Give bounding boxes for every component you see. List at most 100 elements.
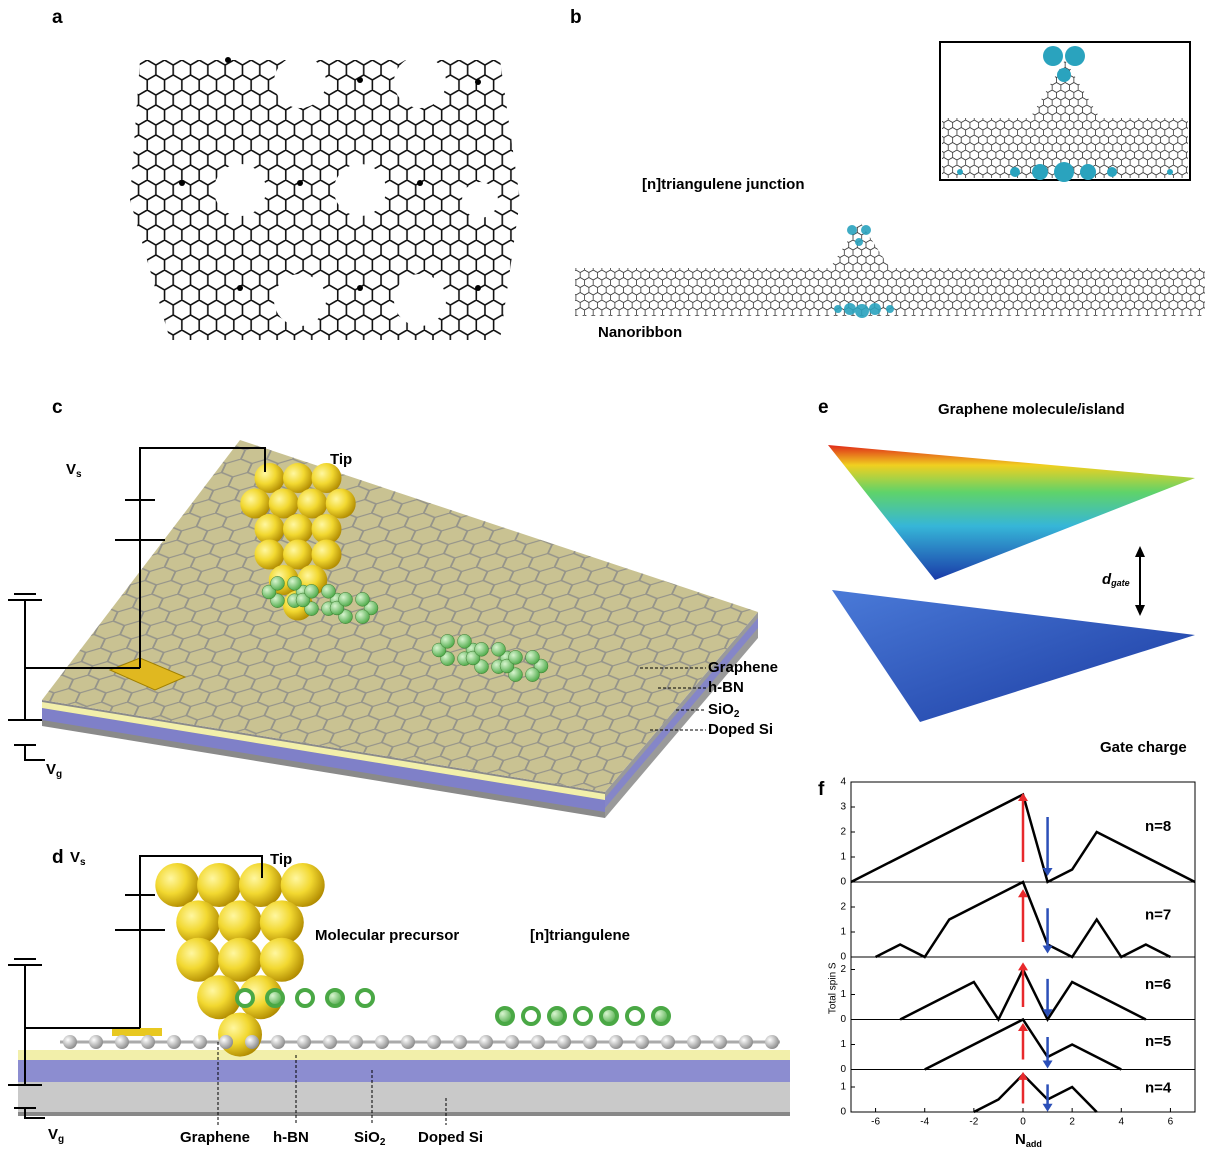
- atom: [575, 1008, 591, 1024]
- layer-sub: 2: [734, 709, 740, 720]
- atom: [327, 990, 343, 1006]
- y-tick-label: 1: [840, 1082, 846, 1093]
- arrow-head: [1043, 946, 1053, 954]
- atom: [63, 1035, 77, 1049]
- atom: [475, 642, 489, 656]
- atom: [271, 576, 285, 590]
- y-tick-label: 0: [840, 1107, 846, 1118]
- atom: [549, 1008, 565, 1024]
- layer-main: SiO: [354, 1129, 380, 1146]
- series-label: n=4: [1145, 1080, 1172, 1097]
- vs-label: Vs: [70, 849, 86, 868]
- arrow-head: [1043, 1104, 1053, 1112]
- panel-label: b: [570, 7, 582, 28]
- atom: [176, 938, 220, 982]
- triangulene-label: [n]triangulene: [530, 927, 630, 944]
- x-label-sub: add: [1026, 1139, 1042, 1149]
- atom: [271, 1035, 285, 1049]
- atom: [609, 1035, 623, 1049]
- atom: [526, 668, 540, 682]
- atom: [218, 1013, 262, 1057]
- atom: [653, 1008, 669, 1024]
- atom: [326, 489, 356, 519]
- y-tick-label: 1: [840, 989, 846, 1000]
- atom: [339, 592, 353, 606]
- panel-label: f: [818, 779, 825, 800]
- layer-label: Doped Si: [708, 721, 773, 738]
- y-tick-label: 3: [840, 802, 846, 813]
- vs-sub: s: [76, 469, 82, 480]
- lattice: [130, 56, 520, 340]
- layer-label: Graphene: [708, 659, 778, 676]
- atom: [322, 584, 336, 598]
- y-axis-label: Total spin S: [828, 962, 839, 1014]
- vs-sub: s: [80, 857, 86, 868]
- atom: [167, 1035, 181, 1049]
- atom: [401, 1035, 415, 1049]
- panel-label: d: [52, 847, 64, 868]
- atom: [305, 584, 319, 598]
- panel-label: a: [52, 7, 63, 28]
- atom: [349, 1035, 363, 1049]
- atom: [357, 990, 373, 1006]
- atom: [281, 863, 325, 907]
- ribbon-label: Nanoribbon: [598, 324, 682, 341]
- atom: [219, 1035, 233, 1049]
- island-label: Graphene molecule/island: [938, 401, 1125, 418]
- atom: [283, 540, 313, 570]
- atom: [245, 1035, 259, 1049]
- vs-main: V: [70, 849, 80, 866]
- y-tick-label: 1: [840, 1039, 846, 1050]
- arrow-head: [1018, 1072, 1028, 1080]
- x-tick-label: -4: [920, 1117, 929, 1128]
- atom: [661, 1035, 675, 1049]
- atom: [505, 1035, 519, 1049]
- atom: [356, 592, 370, 606]
- atom: [283, 463, 313, 493]
- layer-sub: 2: [380, 1137, 386, 1148]
- tip-label: Tip: [270, 851, 292, 868]
- gap-label: dgate: [1102, 571, 1130, 588]
- atom: [155, 863, 199, 907]
- atom: [240, 489, 270, 519]
- tip: [155, 863, 324, 1057]
- x-tick-label: 4: [1119, 1117, 1125, 1128]
- atom: [492, 642, 506, 656]
- atom: [312, 540, 342, 570]
- precursor-label: Molecular precursor: [315, 927, 459, 944]
- gap-sub: gate: [1110, 578, 1130, 588]
- x-tick-label: -6: [871, 1117, 880, 1128]
- atom: [453, 1035, 467, 1049]
- atom: [479, 1035, 493, 1049]
- charge-maps: [828, 445, 1195, 722]
- series-label: n=7: [1145, 907, 1171, 924]
- layer-main: SiO: [708, 701, 734, 718]
- nanoribbon: [575, 222, 1205, 318]
- layer-label: Doped Si: [418, 1129, 483, 1146]
- atom: [197, 863, 241, 907]
- atom: [297, 489, 327, 519]
- series-label: n=5: [1145, 1033, 1171, 1050]
- y-tick-label: 2: [840, 902, 846, 913]
- layer-label: SiO2: [354, 1129, 386, 1148]
- y-tick-label: 4: [840, 777, 846, 788]
- atom: [297, 990, 313, 1006]
- arrow-head: [1043, 1061, 1053, 1069]
- atom: [356, 610, 370, 624]
- vs-label: Vs: [66, 461, 82, 480]
- vg-main: V: [48, 1126, 58, 1143]
- atom: [765, 1035, 779, 1049]
- atom: [239, 863, 283, 907]
- series-label: n=6: [1145, 976, 1171, 993]
- tip-label: Tip: [330, 451, 352, 468]
- inset: [940, 42, 1190, 182]
- y-tick-label: 1: [840, 852, 846, 863]
- vg-main: V: [46, 761, 56, 778]
- atom: [497, 1008, 513, 1024]
- atom: [509, 650, 523, 664]
- atom: [427, 1035, 441, 1049]
- vg-label: Vg: [48, 1126, 64, 1145]
- atom: [255, 463, 285, 493]
- atom: [323, 1035, 337, 1049]
- atom: [218, 938, 262, 982]
